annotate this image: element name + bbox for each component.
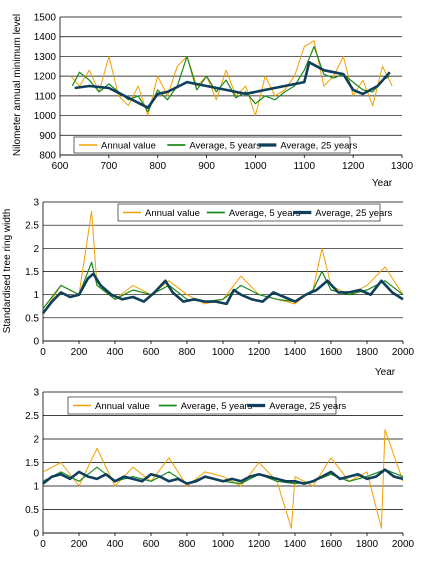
- y-tick-label: 1200: [34, 72, 57, 83]
- series-line-avg25: [42, 468, 404, 485]
- x-tick-label: 600: [52, 161, 69, 172]
- series-line-annual: [42, 429, 404, 529]
- y-tick-label: 1.5: [25, 267, 39, 278]
- x-tick-label: 1200: [342, 161, 365, 172]
- x-tick-label: 1000: [212, 347, 235, 358]
- y-tick-label: 800: [39, 151, 56, 162]
- y-tick-label: 1.5: [25, 458, 39, 469]
- x-tick-label: 800: [149, 161, 166, 172]
- x-tick-label: 200: [71, 347, 88, 358]
- legend-label: Average, 5 years: [189, 141, 261, 152]
- y-tick-label: 1000: [34, 111, 57, 122]
- legend-label: Average, 25 years: [269, 401, 346, 412]
- y-tick-label: 0: [33, 337, 39, 348]
- x-tick-label: 400: [107, 347, 124, 358]
- y-tick-label: 1: [33, 482, 39, 493]
- x-tick-label: 1300: [391, 161, 414, 172]
- legend-box: [73, 136, 351, 154]
- x-tick-label: 2000: [392, 347, 415, 358]
- x-tick-label: 700: [101, 161, 118, 172]
- legend-label: Average, 5 years: [229, 208, 301, 219]
- y-tick-label: 0.5: [25, 313, 39, 324]
- x-tick-label: 600: [143, 539, 160, 550]
- legend-box: [117, 203, 381, 222]
- legend: Annual value Average, 5 years Average, 25 …: [67, 396, 346, 415]
- series-line-annual: [42, 210, 404, 314]
- x-axis-title: Year: [375, 367, 396, 378]
- y-tick-label: 1500: [34, 13, 57, 24]
- x-tick-label: 1200: [248, 539, 271, 550]
- y-tick-label: 1300: [34, 52, 57, 63]
- x-tick-label: 0: [40, 347, 46, 358]
- x-tick-label: 1800: [356, 347, 379, 358]
- series-line-annual: [70, 40, 393, 117]
- legend-box: [67, 396, 337, 415]
- x-tick-label: 800: [179, 539, 196, 550]
- x-tick-label: 400: [107, 539, 124, 550]
- x-tick-label: 200: [71, 539, 88, 550]
- nilometer-chart: Nilometer annual minimum level Year 800 9…: [12, 13, 414, 190]
- y-tick-label: 3: [33, 198, 39, 209]
- x-tick-label: 1000: [244, 161, 267, 172]
- legend-label: Annual value: [145, 208, 200, 219]
- x-tick-label: 1400: [284, 539, 307, 550]
- y-tick-label: 0: [33, 529, 39, 540]
- y-tick-label: 2.5: [25, 221, 39, 232]
- y-axis-title: Nilometer annual minimum level: [12, 14, 23, 156]
- y-tick-label: 3: [33, 388, 39, 399]
- tree-ring-chart-2: 0 0.5 1 1.5 2 2.5 3 0 200 400 600 800 1000 1200 1400 16…: [25, 388, 414, 551]
- legend: Annual value Average, 5 years Average, 25 …: [73, 136, 358, 154]
- legend-label: Average, 5 years: [181, 401, 253, 412]
- legend-label: Average, 25 years: [280, 141, 357, 152]
- y-tick-label: 0.5: [25, 505, 39, 516]
- x-tick-label: 900: [198, 161, 215, 172]
- y-tick-label: 1: [33, 290, 39, 301]
- x-tick-label: 1000: [212, 539, 235, 550]
- y-tick-label: 2: [33, 435, 39, 446]
- series-line-avg5: [42, 261, 404, 309]
- y-tick-label: 2: [33, 244, 39, 255]
- x-tick-label: 1200: [248, 347, 271, 358]
- x-tick-label: 800: [179, 347, 196, 358]
- x-tick-label: 1600: [320, 539, 343, 550]
- x-tick-label: 1800: [356, 539, 379, 550]
- legend-label: Average, 25 years: [315, 208, 392, 219]
- x-axis-title: Year: [372, 178, 393, 189]
- series-line-avg25: [41, 272, 404, 314]
- x-tick-label: 1100: [294, 161, 316, 172]
- y-tick-label: 2.5: [25, 411, 39, 422]
- legend: Annual value Average, 5 years Average, 25 …: [117, 203, 392, 222]
- x-tick-label: 2000: [392, 539, 415, 550]
- y-axis-title: Standardised tree ring width: [2, 209, 13, 334]
- legend-label: Annual value: [101, 141, 156, 152]
- x-tick-label: 1600: [320, 347, 343, 358]
- x-tick-label: 1400: [284, 347, 307, 358]
- legend-label: Annual value: [95, 401, 150, 412]
- tree-ring-chart-1: Standardised tree ring width Year 0 0.5 1 1…: [2, 198, 415, 379]
- y-tick-label: 900: [39, 131, 56, 142]
- x-tick-label: 600: [143, 347, 160, 358]
- y-tick-label: 1400: [34, 32, 57, 43]
- x-tick-label: 0: [40, 539, 46, 550]
- series-line-avg25: [74, 60, 391, 109]
- y-tick-label: 1100: [34, 91, 56, 102]
